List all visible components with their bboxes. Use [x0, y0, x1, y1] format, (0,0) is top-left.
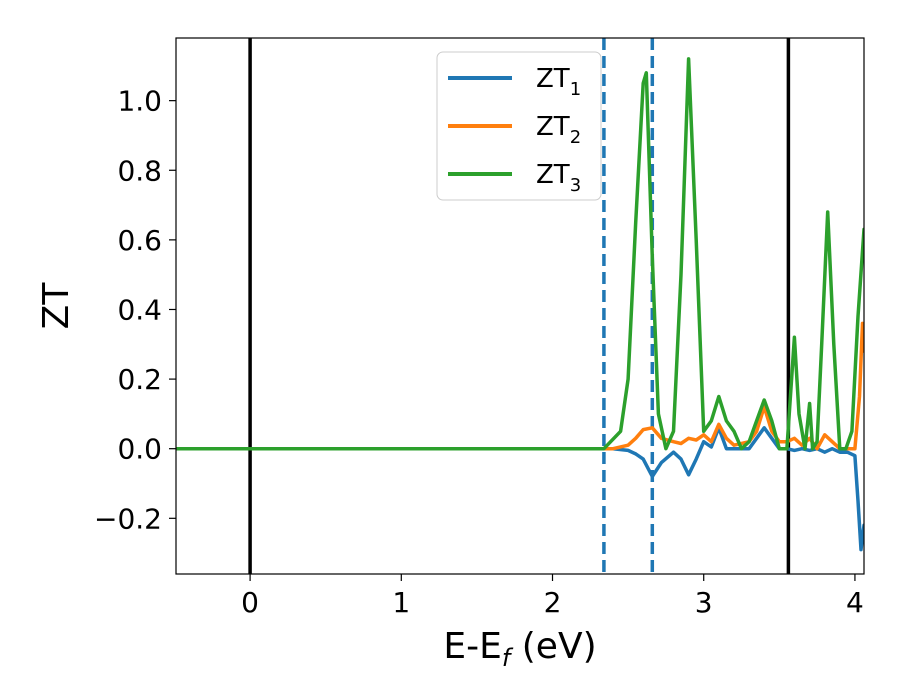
reference-lines: [248, 38, 791, 574]
legend-label-zt2: ZT2: [536, 112, 581, 148]
x-axis-title: E-Ef (eV): [443, 626, 596, 672]
y-tick-label: 0.4: [117, 293, 162, 326]
y-tick-label: 0.0: [117, 433, 162, 466]
x-tick-label: 3: [695, 586, 713, 619]
y-axis: −0.2 0.0 0.2 0.4 0.6 0.8 1.0: [94, 85, 176, 535]
x-tick-label: 0: [241, 586, 259, 619]
x-axis: 0 1 2 3 4: [241, 574, 864, 619]
series-line-zt1: [176, 426, 864, 552]
y-tick-label: 0.6: [117, 224, 162, 257]
y-axis-title: ZT: [36, 282, 77, 330]
x-tick-label: 4: [846, 586, 864, 619]
y-tick-label: 0.2: [117, 363, 162, 396]
legend-box: [436, 51, 602, 201]
x-tick-label: 1: [392, 586, 410, 619]
series-line-zt2: [176, 321, 864, 451]
legend: ZT1 ZT2 ZT3: [436, 51, 602, 201]
plot-area-frame: [175, 37, 865, 575]
y-tick-label: 1.0: [117, 85, 162, 118]
y-tick-label: −0.2: [94, 502, 162, 535]
series-lines: [176, 57, 864, 552]
series-line-zt3: [176, 57, 864, 451]
y-tick-label: 0.8: [117, 154, 162, 187]
legend-label-zt3: ZT3: [536, 160, 581, 196]
x-tick-label: 2: [544, 586, 562, 619]
legend-label-zt1: ZT1: [536, 64, 581, 100]
